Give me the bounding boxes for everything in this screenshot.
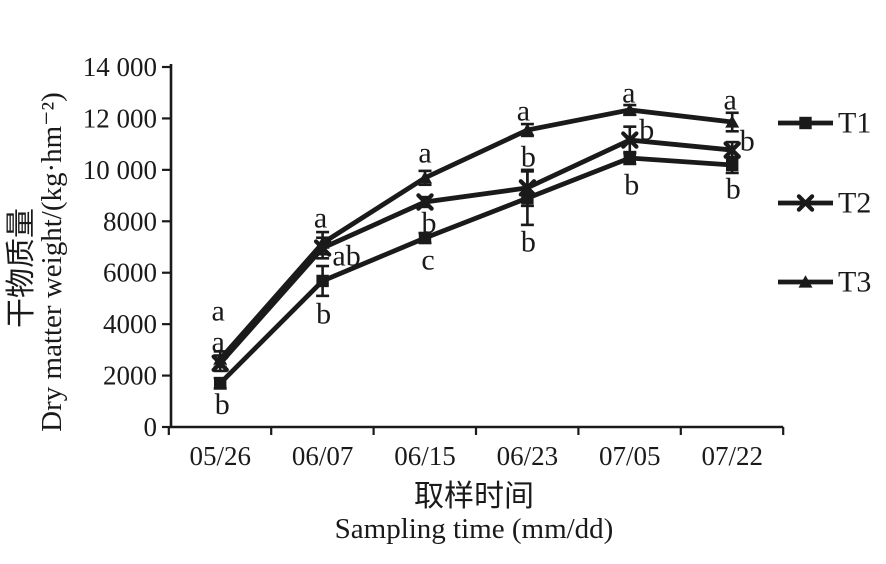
plot-area: 0 2000 4000 6000 8000 10 000 12 000 14 000 05/26… <box>83 52 785 471</box>
legend-label: T2 <box>838 187 871 220</box>
x-tick-label: 06/23 <box>497 441 559 471</box>
legend-item-T2: T2 <box>778 187 871 220</box>
y-axis-title-en: Dry matter weight/(kg·hm⁻²) <box>36 92 68 432</box>
sig-letter: b <box>726 172 741 205</box>
triangle-marker-icon <box>622 103 637 116</box>
sig-letter: b <box>521 226 536 259</box>
x-tick-label: 07/22 <box>701 441 763 471</box>
x-axis-title-group: 取样时间 Sampling time (mm/dd) <box>335 480 614 545</box>
square-marker-icon <box>623 151 636 165</box>
x-marker-icon <box>313 239 332 257</box>
y-axis-title-group: 干物质量 Dry matter weight/(kg·hm⁻²) <box>5 92 68 432</box>
sig-letter: ab <box>332 240 360 273</box>
x-marker-icon <box>416 193 434 211</box>
y-tick-label: 8000 <box>103 206 157 236</box>
x-marker-icon <box>723 141 741 159</box>
sig-letter: a <box>418 136 431 169</box>
sig-letter: b <box>215 388 230 421</box>
y-tick-label: 6000 <box>103 258 157 288</box>
triangle-marker-icon <box>418 171 432 184</box>
sig-letter: b <box>316 297 331 330</box>
x-marker-icon <box>518 179 537 197</box>
triangle-marker-icon <box>725 115 740 128</box>
square-marker-icon <box>316 274 329 288</box>
series-line-T2 <box>218 137 733 365</box>
legend-item-T1: T1 <box>778 107 871 140</box>
error-bars-T1 <box>213 150 739 390</box>
sig-letter: b <box>740 125 755 158</box>
square-marker-icon <box>214 377 227 390</box>
sig-letter: c <box>421 244 434 277</box>
x-marker-icon <box>621 131 639 149</box>
sig-letter: a <box>517 95 530 128</box>
y-tick-label: 2000 <box>103 361 157 391</box>
series-markers-T1 <box>214 151 739 390</box>
x-marker-icon <box>211 354 229 372</box>
sig-letter: a <box>314 202 327 235</box>
series-markers-T2 <box>211 131 741 372</box>
legend: T1 T2 T3 <box>778 107 871 299</box>
y-tick-label: 10 000 <box>83 155 157 185</box>
x-tick-label: 06/07 <box>292 441 354 471</box>
legend-item-T3: T3 <box>778 266 871 299</box>
y-tick-label: 12 000 <box>83 103 157 133</box>
sig-letter: b <box>521 140 536 173</box>
legend-label: T1 <box>838 107 871 140</box>
square-marker-icon <box>799 116 812 130</box>
sig-letter: b <box>639 114 654 147</box>
square-marker-icon <box>726 158 739 172</box>
square-marker-icon <box>418 231 432 245</box>
triangle-marker-icon <box>520 123 535 136</box>
square-marker-icon <box>521 191 534 205</box>
sig-letter: b <box>422 207 437 240</box>
x-tick-label: 06/15 <box>394 441 456 471</box>
x-axis-title-en: Sampling time (mm/dd) <box>335 513 614 545</box>
series-line-T1 <box>218 155 733 385</box>
sig-letter: a <box>724 84 737 117</box>
triangle-marker-icon <box>798 275 813 288</box>
sig-letter: a <box>622 76 635 109</box>
y-axis-title-zh: 干物质量 <box>5 208 38 328</box>
series-line-T3 <box>218 107 733 361</box>
sig-letter: a <box>212 326 225 359</box>
sig-letters-T3: a a a a a a <box>212 76 737 327</box>
sig-letter: b <box>624 169 639 202</box>
error-bars-T2 <box>213 125 739 373</box>
y-tick-label: 0 <box>144 412 158 442</box>
sig-letter: a <box>212 295 225 328</box>
y-tick-label: 4000 <box>103 309 157 339</box>
y-tick-label: 14 000 <box>83 52 157 82</box>
x-marker-icon <box>796 194 815 212</box>
x-tick-label: 05/26 <box>189 441 251 471</box>
x-tick-label: 07/05 <box>599 441 661 471</box>
x-axis-title-zh: 取样时间 <box>414 480 534 513</box>
legend-label: T3 <box>838 266 871 299</box>
